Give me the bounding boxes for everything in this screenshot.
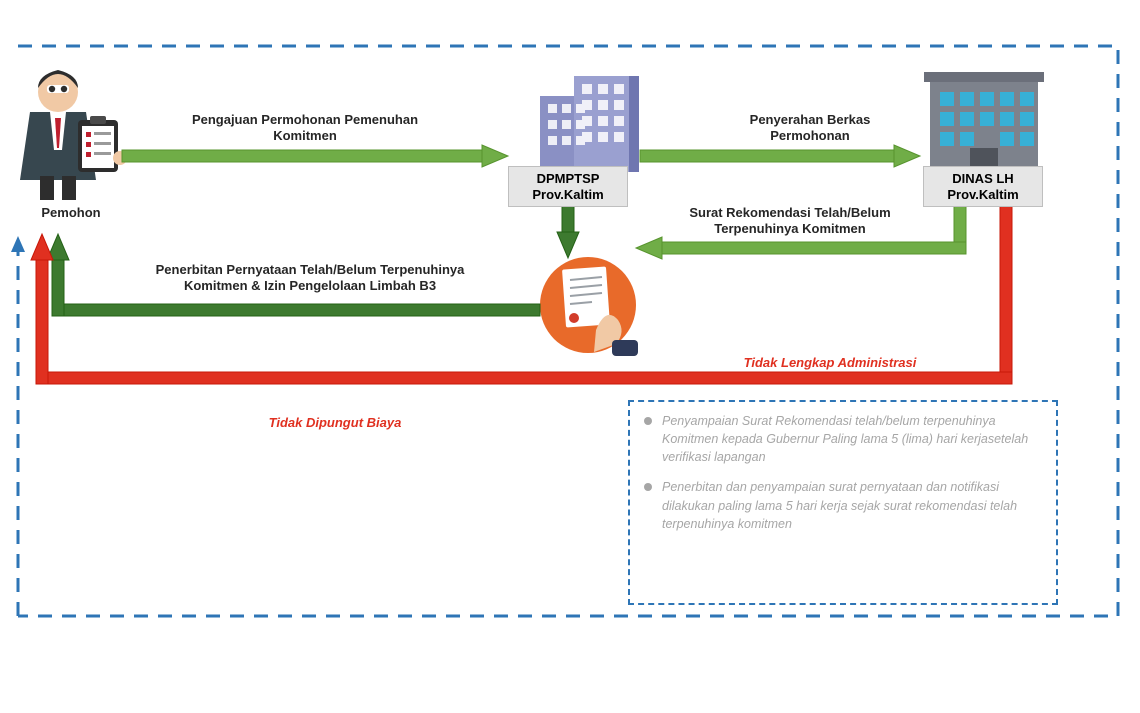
dinaslh-building-icon — [924, 72, 1044, 172]
dinaslh-line1: DINAS LH — [952, 171, 1013, 186]
dinaslh-line2: Prov.Kaltim — [947, 187, 1018, 202]
note-1: Penyampaian Surat Rekomendasi telah/belu… — [640, 412, 1038, 466]
dpmptsp-building-icon — [540, 76, 639, 172]
dpmptsp-label: DPMPTSP Prov.Kaltim — [508, 166, 628, 207]
edge-label-tidak-lengkap: Tidak Lengkap Administrasi — [700, 355, 960, 371]
edge-label-surat-rekomendasi: Surat Rekomendasi Telah/Belum Terpenuhin… — [640, 205, 940, 238]
pemohon-icon — [20, 70, 127, 200]
edge-label-pengajuan: Pengajuan Permohonan Pemenuhan Komitmen — [140, 112, 470, 145]
document-icon — [540, 257, 638, 356]
notes-box: Penyampaian Surat Rekomendasi telah/belu… — [628, 400, 1058, 605]
edge-label-penerbitan: Penerbitan Pernyataan Telah/Belum Terpen… — [95, 262, 525, 295]
dpmptsp-line1: DPMPTSP — [537, 171, 600, 186]
note-2: Penerbitan dan penyampaian surat pernyat… — [640, 478, 1038, 532]
diagram-canvas — [0, 0, 1140, 713]
flowchart-stage: Pemohon DPMPTSP Prov.Kaltim DINAS LH Pro… — [0, 0, 1140, 713]
dinaslh-label: DINAS LH Prov.Kaltim — [923, 166, 1043, 207]
edge-label-tidak-dipungut: Tidak Dipungut Biaya — [225, 415, 445, 431]
pemohon-label: Pemohon — [26, 205, 116, 221]
dpmptsp-line2: Prov.Kaltim — [532, 187, 603, 202]
edge-label-penyerahan: Penyerahan Berkas Permohonan — [700, 112, 920, 145]
